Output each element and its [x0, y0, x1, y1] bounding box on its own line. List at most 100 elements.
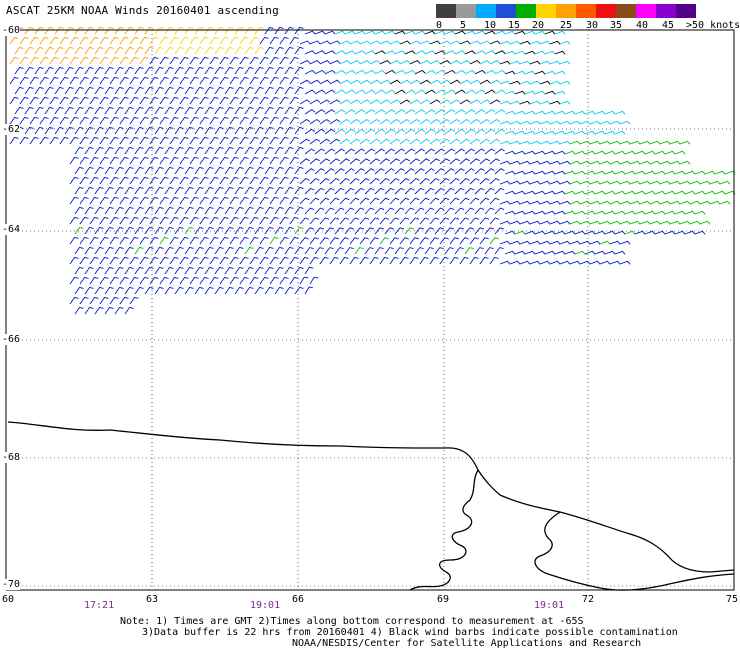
- wind-barb: [99, 76, 109, 85]
- wind-barb: [509, 240, 521, 245]
- wind-barb: [349, 197, 360, 205]
- wind-barb: [444, 247, 454, 255]
- wind-barb: [689, 180, 701, 185]
- wind-barb: [614, 130, 626, 135]
- wind-barb: [94, 306, 104, 315]
- wind-barb: [189, 216, 199, 225]
- wind-barb: [484, 50, 496, 55]
- wind-barb: [179, 116, 189, 125]
- wind-barb: [149, 96, 159, 105]
- wind-barb: [144, 246, 154, 255]
- wind-barb: [274, 86, 284, 95]
- wind-barb: [94, 206, 104, 215]
- wind-barb: [414, 109, 426, 115]
- wind-barb: [559, 60, 571, 65]
- wind-barb: [274, 166, 284, 175]
- wind-barb: [574, 230, 586, 235]
- wind-barb: [414, 168, 425, 175]
- wind-barb: [89, 156, 99, 165]
- wind-barb: [199, 196, 209, 205]
- wind-barb: [309, 99, 321, 105]
- wind-barb: [499, 260, 511, 265]
- wind-barb: [334, 207, 345, 215]
- colorbar-swatch-1: [456, 4, 476, 18]
- wind-barb: [94, 246, 104, 255]
- lon-label-60: 60: [2, 594, 15, 605]
- wind-barb: [389, 197, 400, 205]
- wind-barb: [449, 197, 460, 205]
- wind-barb: [259, 156, 269, 165]
- wind-barb: [329, 79, 341, 85]
- wind-barb: [564, 190, 576, 195]
- wind-barb: [119, 176, 129, 185]
- wind-barb: [189, 196, 199, 205]
- wind-barb: [269, 176, 279, 185]
- wind-barb: [359, 158, 370, 165]
- lon-label-72: 72: [582, 594, 595, 605]
- wind-barb: [269, 156, 279, 165]
- wind-barb: [284, 86, 294, 95]
- wind-barb: [554, 170, 566, 175]
- wind-barb: [564, 130, 576, 135]
- wind-barb: [414, 148, 425, 155]
- wind-barb: [339, 138, 351, 145]
- wind-barb: [559, 220, 571, 225]
- wind-barb: [119, 156, 129, 165]
- wind-barb: [349, 40, 361, 45]
- wind-barb: [359, 177, 370, 185]
- wind-barb: [24, 106, 34, 115]
- wind-barb: [244, 226, 254, 235]
- wind-barb: [274, 146, 284, 155]
- wind-barb: [484, 89, 496, 95]
- wind-barb: [114, 266, 124, 275]
- wind-barb: [599, 260, 611, 265]
- wind-barb: [649, 140, 661, 145]
- wind-barb: [104, 266, 114, 275]
- wind-barb: [154, 266, 164, 275]
- wind-barb: [479, 79, 491, 85]
- wind-barb: [399, 197, 410, 205]
- wind-barb: [299, 138, 311, 145]
- wind-barb: [44, 106, 54, 115]
- wind-barb: [299, 118, 311, 125]
- wind-barb: [489, 60, 501, 65]
- wind-barb: [409, 118, 421, 125]
- wind-barb: [379, 217, 390, 225]
- wind-barb: [464, 148, 475, 155]
- wind-barb: [444, 109, 456, 115]
- wind-barb: [484, 109, 496, 115]
- wind-barb: [534, 150, 546, 155]
- wind-barb: [404, 50, 416, 55]
- wind-barb: [439, 99, 451, 105]
- wind-barb: [199, 256, 209, 265]
- wind-barb: [94, 166, 104, 175]
- wind-barb: [89, 136, 99, 145]
- wind-barb: [609, 160, 621, 165]
- wind-barb: [424, 148, 435, 155]
- colorbar-swatch-10: [636, 4, 656, 18]
- wind-barb: [569, 140, 581, 145]
- wind-barb: [404, 187, 415, 195]
- wind-barb: [369, 177, 380, 185]
- wind-barb: [589, 220, 601, 225]
- wind-barb: [139, 76, 149, 85]
- wind-barb: [514, 50, 526, 55]
- wind-barb: [389, 79, 401, 85]
- wind-barb: [684, 210, 696, 215]
- wind-barb: [249, 256, 259, 265]
- wind-barb: [424, 109, 436, 115]
- wind-barb: [159, 76, 169, 85]
- wind-barb: [39, 96, 49, 105]
- wind-barb: [339, 237, 349, 245]
- wind-barb: [494, 148, 505, 155]
- wind-barb: [554, 210, 566, 215]
- colorbar-label-5: 25: [560, 20, 573, 31]
- wind-barb: [484, 227, 495, 235]
- wind-barb: [469, 60, 481, 65]
- wind-barb: [519, 100, 531, 105]
- wind-barb: [379, 60, 391, 65]
- wind-barb: [489, 158, 500, 165]
- wind-barb: [559, 260, 571, 265]
- wind-barb: [149, 36, 159, 45]
- wind-barb: [549, 140, 561, 145]
